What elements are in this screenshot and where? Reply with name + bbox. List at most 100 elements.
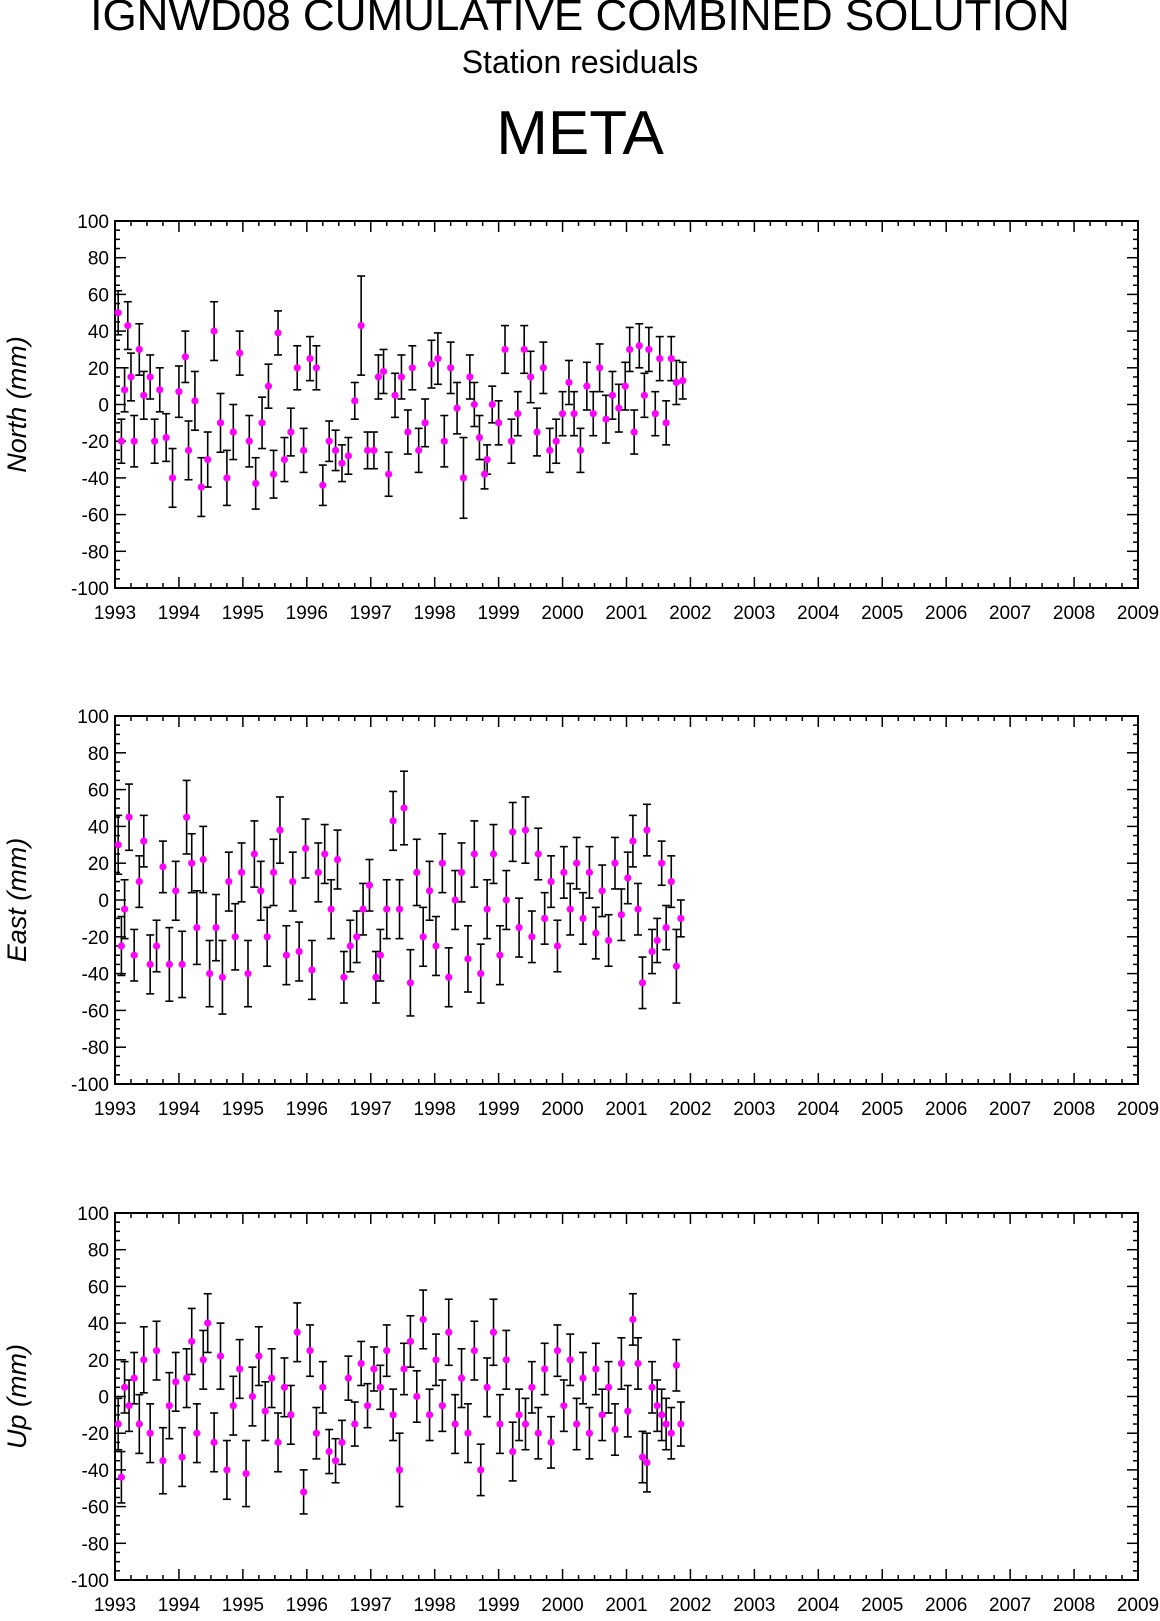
north-panel: 100 80 60 40 20 0 -20 -40 -60 -80 -100 1993 1994 1995…	[2, 212, 1159, 624]
data-point	[679, 377, 687, 385]
data-point	[383, 905, 391, 913]
data-point	[338, 1438, 346, 1446]
data-point	[643, 826, 651, 834]
x-tick-label: 2002	[669, 1099, 711, 1120]
data-point	[282, 951, 290, 959]
data-point	[425, 1411, 434, 1419]
east-panel: 100 80 60 40 20 0 -20 -40 -60 -80 -100 1993 1994 1995…	[2, 707, 1159, 1120]
data-point	[653, 936, 661, 945]
data-point	[269, 868, 278, 877]
data-point	[565, 378, 573, 387]
data-point	[204, 455, 212, 464]
data-point	[413, 1392, 421, 1401]
data-point	[566, 905, 574, 913]
data-point	[114, 309, 122, 317]
data-point	[419, 933, 427, 941]
data-point	[634, 905, 642, 913]
data-point	[293, 364, 301, 372]
data-point	[583, 382, 591, 390]
x-tick-label: 1998	[414, 1595, 456, 1616]
data-point	[470, 850, 478, 858]
x-tick-label: 2000	[541, 1595, 583, 1616]
up-plot-frame	[114, 1212, 1139, 1581]
north-error-bars	[114, 275, 687, 520]
data-point	[120, 386, 129, 394]
y-tick-label: -60	[82, 1001, 109, 1022]
data-point	[521, 1420, 530, 1428]
data-point	[114, 1420, 122, 1428]
x-tick-label: 2009	[1117, 1595, 1159, 1616]
data-point	[389, 817, 397, 825]
data-point	[400, 1365, 408, 1373]
x-tick-label: 1993	[94, 1595, 136, 1616]
data-point	[406, 1337, 414, 1346]
data-point	[573, 1420, 581, 1428]
y-tick-label: 80	[88, 249, 109, 270]
data-point	[515, 1411, 523, 1419]
data-point	[648, 947, 656, 956]
data-point	[125, 1402, 133, 1410]
data-point	[178, 1453, 186, 1461]
data-point	[576, 446, 585, 454]
up-panel: 100 80 60 40 20 0 -20 -40 -60 -80 -100 1993 1994 1995…	[2, 1204, 1159, 1616]
x-tick-label: 1993	[94, 1099, 136, 1120]
data-point	[634, 1359, 642, 1368]
data-point	[489, 1328, 498, 1336]
data-point	[263, 933, 271, 941]
data-point	[459, 474, 468, 482]
data-point	[210, 327, 218, 335]
x-tick-label: 1997	[350, 603, 392, 624]
data-point	[534, 850, 542, 858]
data-point	[250, 850, 258, 858]
x-tick-label: 2005	[861, 603, 903, 624]
data-point	[357, 1359, 365, 1368]
data-point	[156, 386, 164, 394]
data-point	[193, 1429, 201, 1437]
data-point	[630, 428, 638, 436]
data-point	[553, 1347, 562, 1355]
y-tick-label: 0	[98, 1388, 109, 1409]
data-point	[125, 813, 133, 821]
data-point	[193, 924, 201, 932]
x-tick-label: 2001	[605, 1099, 647, 1120]
data-point	[293, 1328, 301, 1336]
data-point	[363, 1402, 372, 1410]
y-tick-label: -60	[82, 1498, 109, 1519]
data-point	[255, 1352, 263, 1360]
x-tick-label: 2000	[541, 603, 583, 624]
x-tick-label: 1995	[222, 1099, 264, 1120]
y-tick-label: 40	[88, 1314, 109, 1335]
data-point	[191, 397, 199, 405]
y-tick-label: -40	[82, 965, 109, 986]
data-point	[528, 1383, 536, 1391]
data-point	[495, 419, 503, 427]
y-tick-label: -40	[82, 469, 109, 490]
y-tick-label: 0	[98, 891, 109, 912]
data-point	[244, 970, 252, 978]
x-tick-label: 2004	[797, 603, 840, 624]
data-point	[419, 1315, 427, 1324]
data-point	[236, 349, 244, 357]
chart-title: IGNWD08 CUMULATIVE COMBINED SOLUTION	[90, 0, 1070, 40]
data-point	[662, 1420, 670, 1428]
data-point	[344, 452, 352, 460]
data-point	[451, 896, 459, 904]
north-axis-label: North (mm)	[2, 336, 32, 473]
data-point	[306, 355, 314, 363]
data-point	[515, 924, 523, 932]
data-point	[483, 455, 491, 464]
data-point	[677, 1420, 685, 1428]
data-point	[608, 391, 617, 399]
data-point	[325, 1447, 333, 1456]
y-tick-label: 60	[88, 1277, 109, 1298]
data-point	[140, 1356, 148, 1364]
data-point	[489, 850, 498, 858]
data-point	[672, 1361, 680, 1369]
data-point	[312, 1429, 321, 1437]
data-point	[314, 868, 322, 877]
data-point	[432, 942, 440, 950]
y-tick-label: -100	[71, 579, 109, 600]
data-point	[573, 859, 581, 867]
x-tick-label: 1999	[477, 1099, 519, 1120]
data-point	[162, 433, 170, 442]
